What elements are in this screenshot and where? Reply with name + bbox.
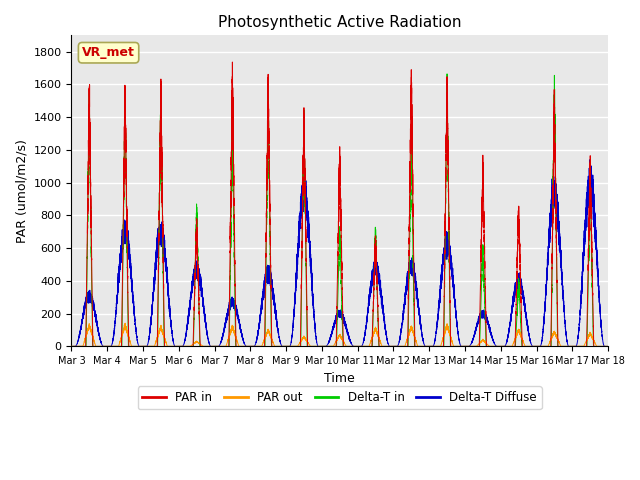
Legend: PAR in, PAR out, Delta-T in, Delta-T Diffuse: PAR in, PAR out, Delta-T in, Delta-T Dif…: [138, 386, 542, 409]
Title: Photosynthetic Active Radiation: Photosynthetic Active Radiation: [218, 15, 461, 30]
Y-axis label: PAR (umol/m2/s): PAR (umol/m2/s): [15, 139, 28, 243]
X-axis label: Time: Time: [324, 372, 355, 384]
Text: VR_met: VR_met: [82, 46, 135, 59]
